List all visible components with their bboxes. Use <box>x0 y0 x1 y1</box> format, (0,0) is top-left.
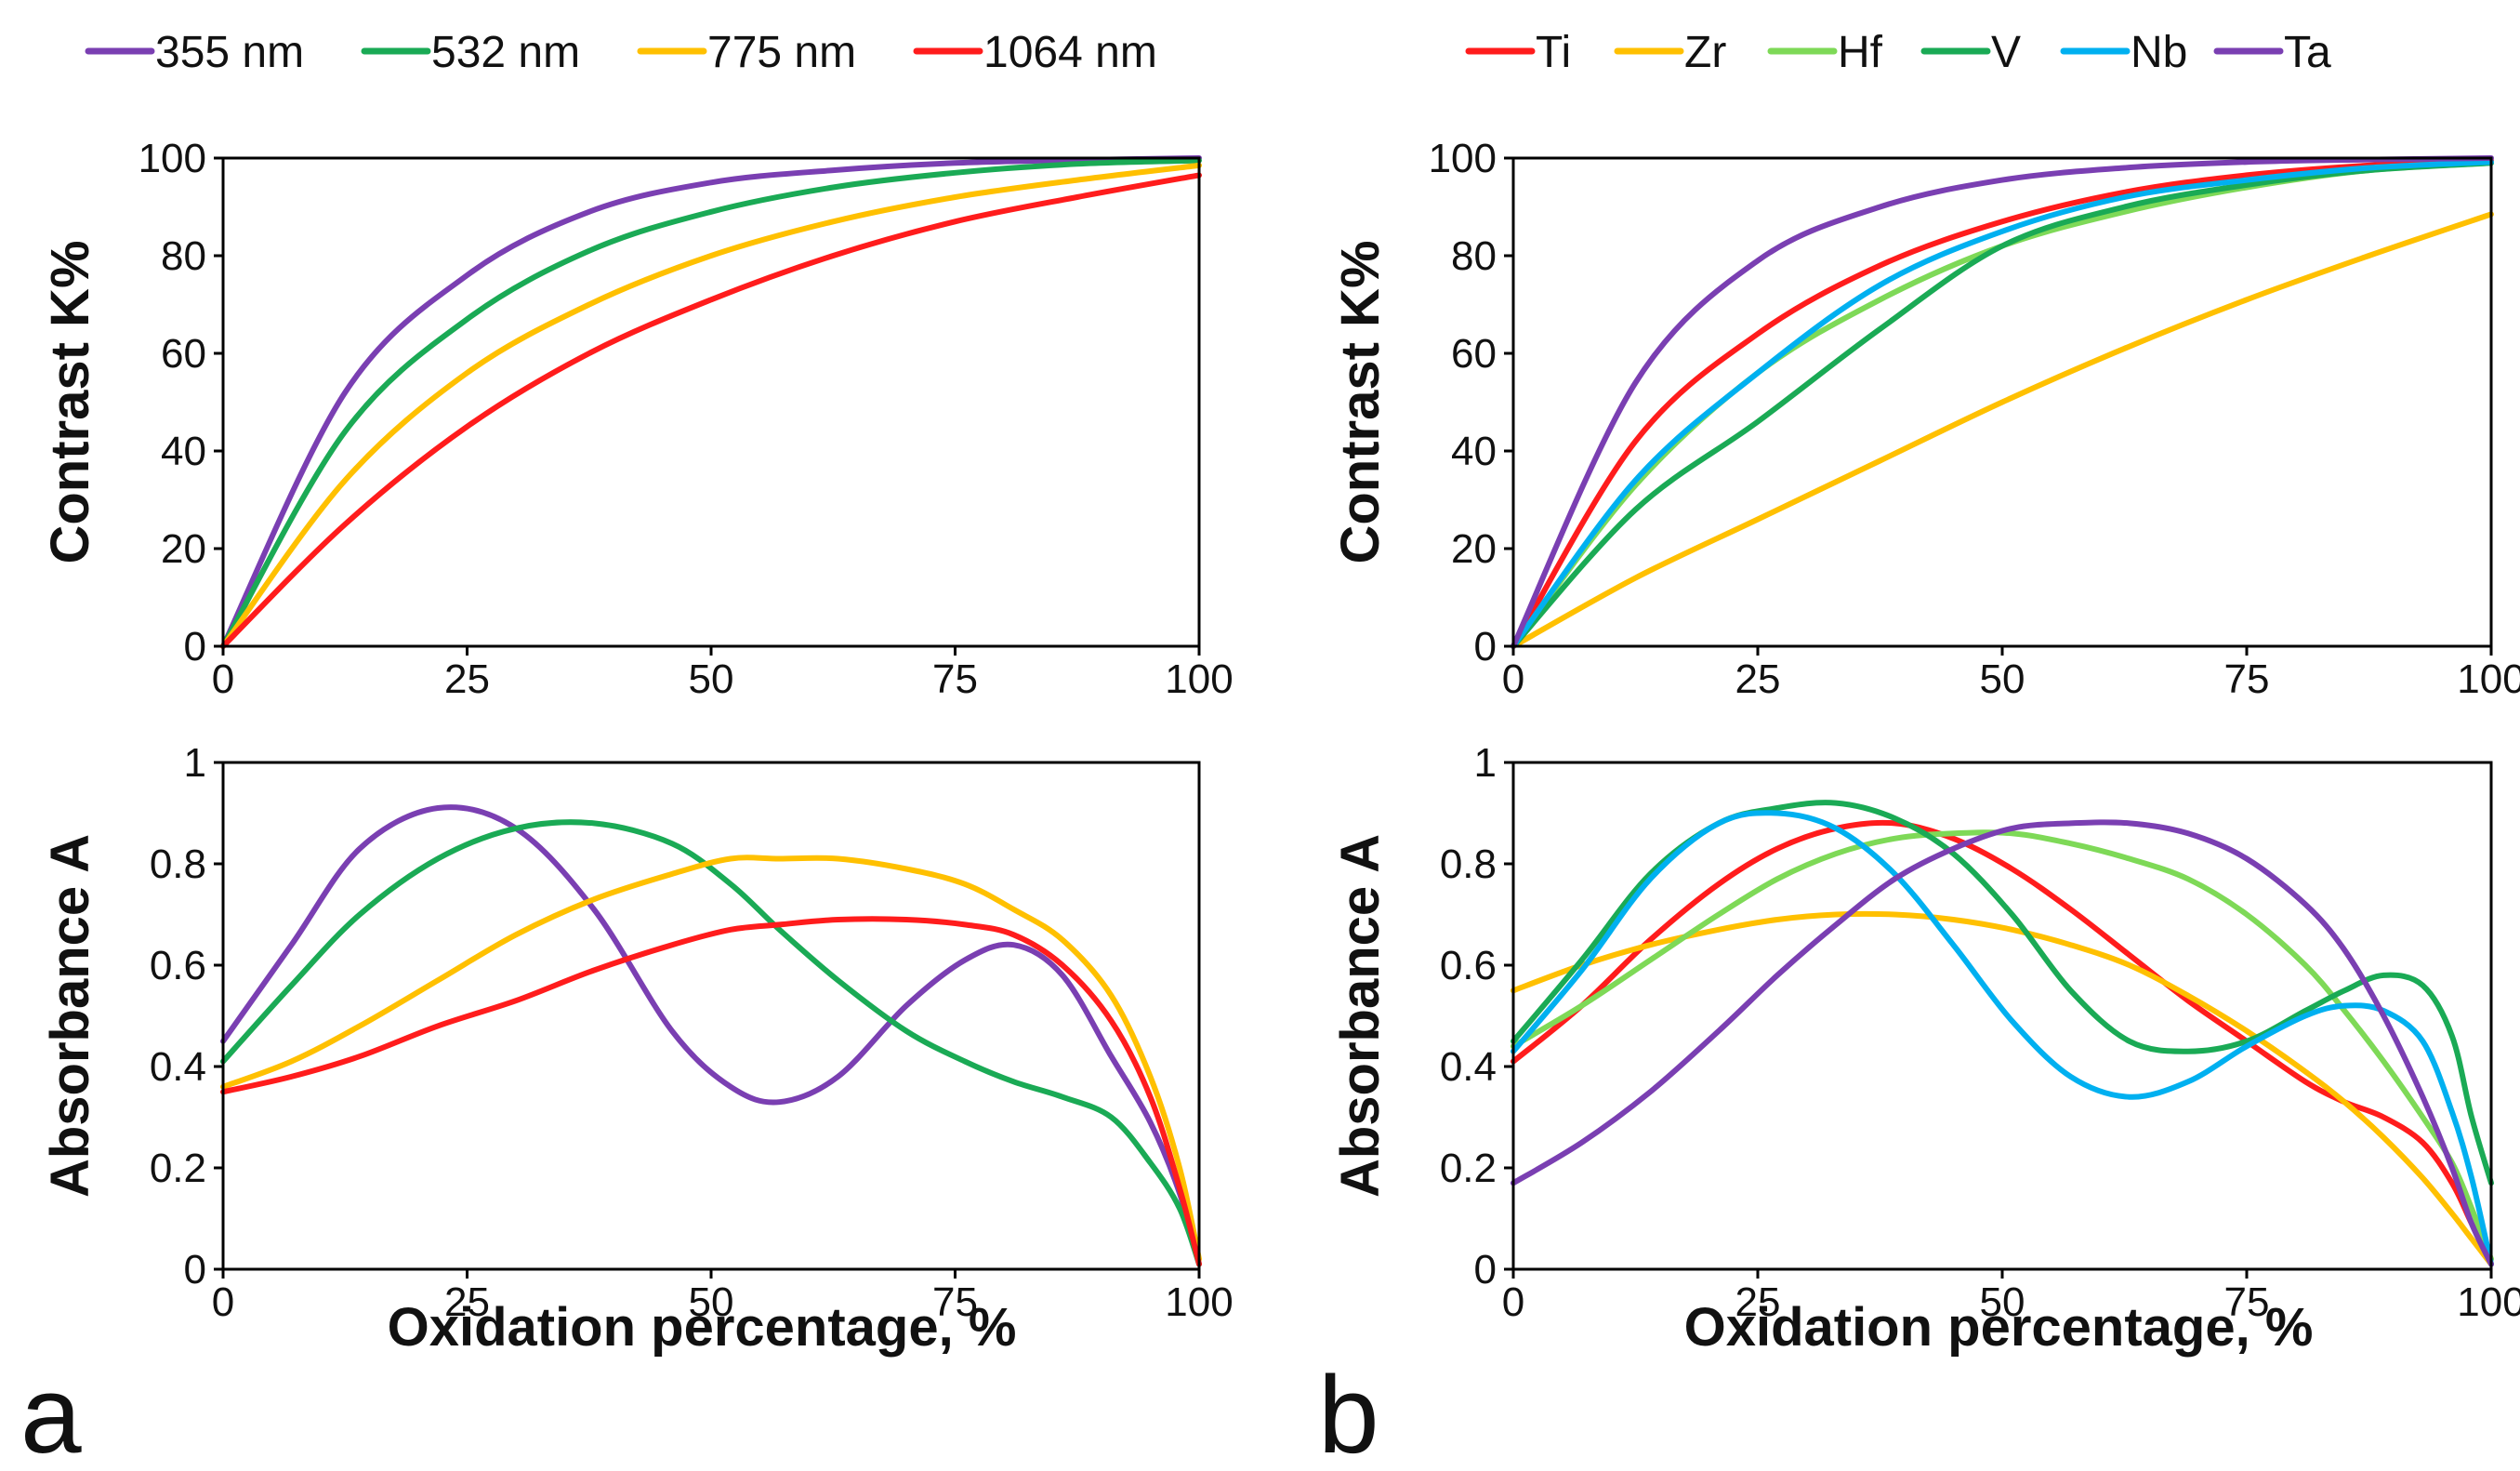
y-tick-label: 0.6 <box>1440 943 1497 988</box>
legend-item-zr: Zr <box>1614 28 1726 77</box>
legend-label: 532 nm <box>431 28 580 77</box>
legend-panel-a: 355 nm 532 nm 775 nm 1064 nm <box>85 28 1157 77</box>
y-tick-label: 40 <box>161 429 206 474</box>
series-line-v <box>1511 800 2494 1186</box>
y-tick-label: 1 <box>184 740 206 786</box>
legend-item-775-nm: 775 nm <box>637 28 856 77</box>
y-tick-label: 0 <box>184 624 206 669</box>
y-axis-label: Contrast K% <box>40 240 100 563</box>
series-line-nb <box>1511 159 2494 649</box>
legend-label: Zr <box>1684 28 1726 77</box>
x-tick-label: 25 <box>444 656 490 702</box>
series-line-nb <box>1511 810 2494 1267</box>
y-tick-label: 0.8 <box>150 842 206 887</box>
x-tick-label: 100 <box>1165 1279 1233 1325</box>
series-line-355-nm <box>220 155 1202 649</box>
y-tick-label: 0.4 <box>1440 1044 1497 1090</box>
series-line-775-nm <box>220 855 1202 1263</box>
plot-frame <box>1511 761 2493 1271</box>
series-line-v <box>1511 160 2494 649</box>
x-tick-label: 75 <box>932 1279 978 1325</box>
series-line-1064-nm <box>220 172 1202 649</box>
plot-a-absorbance: 0 25 50 75 100 0 0.2 0.4 0.6 0.8 1 Absorbance A <box>40 740 1234 1325</box>
x-tick-label: 50 <box>1980 656 2025 702</box>
legend-label: Hf <box>1838 28 1883 77</box>
series-line-ta <box>1511 819 2494 1267</box>
legend-item-ta: Ta <box>2213 28 2331 77</box>
legend-item-v: V <box>1920 28 2021 77</box>
y-axis-label: Absorbance A <box>40 834 100 1198</box>
legend-label: 355 nm <box>155 28 304 77</box>
x-tick-label: 0 <box>1502 656 1524 702</box>
plot-b-contrast: 0 25 50 75 100 0 20 40 60 80 100 Contrast K% <box>1330 136 2520 702</box>
legend-item-355-nm: 355 nm <box>85 28 304 77</box>
panel-letter-b: b <box>1318 1354 1379 1471</box>
x-tick-label: 100 <box>2457 1279 2520 1325</box>
series-line-775-nm <box>220 162 1202 649</box>
legend-item-ti: Ti <box>1465 28 1571 77</box>
y-tick-label: 0 <box>184 1247 206 1292</box>
y-tick-label: 0 <box>1474 1247 1497 1292</box>
y-axis-label: Contrast K% <box>1330 240 1391 563</box>
y-tick-label: 80 <box>161 233 206 279</box>
series-line-ta <box>1511 155 2494 649</box>
y-tick-label: 80 <box>1451 233 1497 279</box>
series-line-532-nm <box>220 157 1202 649</box>
series-line-355-nm <box>220 804 1202 1267</box>
y-tick-label: 100 <box>139 136 206 181</box>
legend-label: Ta <box>2284 28 2331 77</box>
x-tick-label: 50 <box>1980 1279 2025 1325</box>
x-tick-label: 75 <box>2224 656 2270 702</box>
x-tick-label: 75 <box>2224 1279 2270 1325</box>
y-tick-label: 0.6 <box>150 943 206 988</box>
x-tick-label: 25 <box>1735 656 1781 702</box>
legend-label: V <box>1991 28 2021 77</box>
panel-letter-a: a <box>20 1354 82 1471</box>
legend-label: 775 nm <box>707 28 856 77</box>
x-axis-label-b: Oxidation percentage, % <box>1684 1297 2314 1358</box>
y-tick-label: 0.2 <box>1440 1146 1497 1191</box>
x-tick-label: 0 <box>212 656 234 702</box>
y-tick-label: 1 <box>1474 740 1497 786</box>
y-tick-label: 20 <box>161 526 206 572</box>
series-line-zr <box>1511 211 2494 649</box>
x-tick-label: 25 <box>1735 1279 1781 1325</box>
plot-b-absorbance: 0 25 50 75 100 0 0.2 0.4 0.6 0.8 1 Absorbance A <box>1330 740 2520 1325</box>
x-tick-label: 0 <box>212 1279 234 1325</box>
x-axis-label-a: Oxidation percentage, % <box>388 1297 1017 1358</box>
x-tick-label: 100 <box>1165 656 1233 702</box>
series-line-ti <box>1511 157 2494 649</box>
series-line-ti <box>1511 819 2494 1267</box>
legend-item-hf: Hf <box>1767 28 1883 77</box>
y-tick-label: 60 <box>1451 331 1497 377</box>
series-line-zr <box>1511 910 2494 1267</box>
y-tick-label: 0.8 <box>1440 842 1497 887</box>
series-line-532-nm <box>220 819 1202 1267</box>
legend-item-1064-nm: 1064 nm <box>913 28 1157 77</box>
y-tick-label: 20 <box>1451 526 1497 572</box>
y-tick-label: 0.4 <box>150 1044 206 1090</box>
y-tick-label: 40 <box>1451 429 1497 474</box>
y-tick-label: 60 <box>161 331 206 377</box>
series-line-hf <box>1511 829 2494 1263</box>
x-tick-label: 100 <box>2457 656 2520 702</box>
legend-item-nb: Nb <box>2060 28 2187 77</box>
legend-label: 1064 nm <box>983 28 1157 77</box>
x-tick-label: 50 <box>689 1279 734 1325</box>
y-axis-label: Absorbance A <box>1330 834 1391 1198</box>
plot-a-contrast: 0 25 50 75 100 0 20 40 60 80 100 Contrast K% <box>40 136 1234 702</box>
legend-item-532-nm: 532 nm <box>361 28 580 77</box>
legend-label: Nb <box>2131 28 2187 77</box>
legend-panel-b: Ti Zr Hf V Nb Ta <box>1465 28 2331 77</box>
x-tick-label: 75 <box>932 656 978 702</box>
y-tick-label: 100 <box>1429 136 1497 181</box>
x-tick-label: 25 <box>444 1279 490 1325</box>
y-tick-label: 0.2 <box>150 1146 206 1191</box>
y-tick-label: 0 <box>1474 624 1497 669</box>
series-line-1064-nm <box>220 916 1202 1267</box>
x-tick-label: 0 <box>1502 1279 1524 1325</box>
legend-label: Ti <box>1536 28 1571 77</box>
x-tick-label: 50 <box>689 656 734 702</box>
